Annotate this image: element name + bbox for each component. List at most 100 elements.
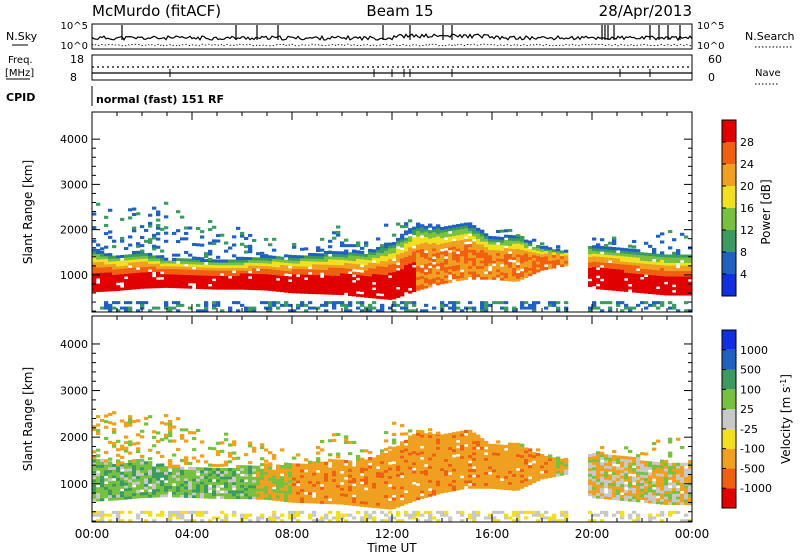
heatmap-cell (148, 221, 153, 225)
heatmap-cell (364, 490, 369, 494)
heatmap-cell (380, 288, 385, 292)
heatmap-cell (380, 486, 385, 490)
heatmap-cell (344, 281, 349, 285)
heatmap-cell (392, 282, 397, 286)
heatmap-cell (304, 282, 309, 286)
heatmap-cell (92, 487, 97, 491)
heatmap-cell (96, 495, 101, 499)
heatmap-cell (196, 478, 201, 482)
heatmap-cell (340, 459, 345, 463)
heatmap-cell (256, 265, 261, 269)
heatmap-cell (288, 254, 293, 258)
heatmap-cell (676, 259, 681, 263)
heatmap-cell (552, 465, 557, 469)
heatmap-cell (156, 213, 161, 217)
heatmap-cell (456, 243, 461, 247)
heatmap-cell (432, 275, 437, 279)
heatmap-cell (388, 306, 393, 310)
heatmap-cell (456, 448, 461, 452)
heatmap-cell (140, 235, 145, 239)
heatmap-cell (348, 279, 353, 283)
heatmap-cell (412, 464, 417, 468)
heatmap-cell (252, 446, 257, 450)
heatmap-cell (488, 271, 493, 275)
heatmap-cell (600, 493, 605, 497)
heatmap-cell (308, 516, 313, 520)
heatmap-cell (452, 451, 457, 455)
heatmap-cell (632, 259, 637, 263)
heatmap-cell (388, 245, 393, 249)
heatmap-cell (596, 306, 601, 310)
heatmap-cell (408, 263, 413, 267)
heatmap-cell (120, 306, 125, 310)
heatmap-cell (224, 493, 229, 497)
heatmap-cell (324, 484, 329, 488)
heatmap-cell (432, 234, 437, 238)
heatmap-cell (248, 485, 253, 489)
heatmap-cell (396, 222, 401, 226)
heatmap-cell (440, 281, 445, 285)
heatmap-cell (92, 513, 97, 517)
heatmap-cell (564, 260, 569, 264)
heatmap-cell (172, 257, 177, 261)
heatmap-cell (356, 503, 361, 507)
heatmap-cell (620, 461, 625, 465)
heatmap-cell (288, 468, 293, 472)
heatmap-cell (100, 283, 105, 287)
heatmap-cell (160, 513, 165, 517)
heatmap-cell (276, 264, 281, 268)
heatmap-cell (380, 500, 385, 504)
heatmap-cell (268, 243, 273, 247)
heatmap-cell (600, 275, 605, 279)
heatmap-cell (508, 264, 513, 268)
heatmap-cell (180, 472, 185, 476)
heatmap-cell (472, 268, 477, 272)
heatmap-cell (420, 437, 425, 441)
heatmap-cell (240, 493, 245, 497)
heatmap-cell (612, 263, 617, 267)
heatmap-cell (476, 485, 481, 489)
heatmap-cell (224, 490, 229, 494)
heatmap-cell (424, 272, 429, 276)
heatmap-cell (480, 454, 485, 458)
heatmap-cell (532, 474, 537, 478)
heatmap-cell (672, 254, 677, 258)
heatmap-cell (676, 249, 681, 253)
heatmap-cell (408, 255, 413, 259)
heatmap-cell (424, 478, 429, 482)
heatmap-cell (636, 257, 641, 261)
heatmap-cell (348, 482, 353, 486)
heatmap-cell (348, 452, 353, 456)
heatmap-cell (464, 255, 469, 259)
heatmap-cell (424, 433, 429, 437)
heatmap-cell (316, 457, 321, 461)
heatmap-cell (324, 275, 329, 279)
heatmap-cell (536, 478, 541, 482)
heatmap-cell (464, 222, 469, 226)
heatmap-cell (140, 303, 145, 307)
heatmap-cell (136, 277, 141, 281)
heatmap-cell (492, 455, 497, 459)
heatmap-cell (116, 287, 121, 291)
heatmap-cell (92, 479, 97, 483)
heatmap-cell (632, 278, 637, 282)
heatmap-cell (296, 263, 301, 267)
heatmap-cell (252, 265, 257, 269)
heatmap-cell (308, 477, 313, 482)
heatmap-cell (492, 274, 497, 278)
heatmap-cell (400, 494, 405, 498)
heatmap-cell (384, 291, 389, 295)
heatmap-cell (156, 260, 161, 264)
heatmap-cell (588, 245, 593, 249)
heatmap-cell (212, 447, 217, 451)
heatmap-cell (208, 275, 213, 279)
heatmap-cell (168, 485, 173, 489)
heatmap-cell (660, 301, 665, 305)
heatmap-cell (136, 272, 141, 276)
heatmap-cell (264, 496, 269, 500)
heatmap-cell (128, 470, 133, 475)
heatmap-cell (416, 432, 421, 436)
heatmap-cell (552, 301, 557, 305)
heatmap-cell (324, 251, 329, 255)
heatmap-cell (400, 293, 405, 297)
